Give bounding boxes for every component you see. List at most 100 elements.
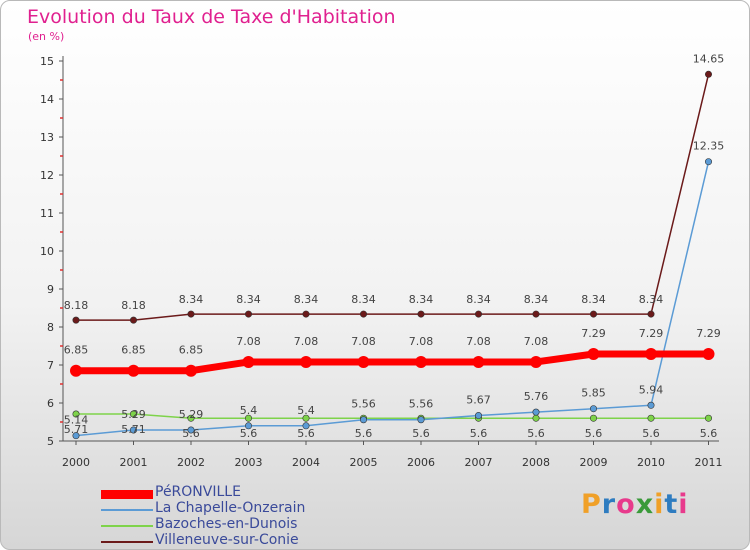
data-point	[245, 422, 253, 430]
logo-letter: i	[654, 489, 665, 520]
logo-letter: o	[616, 489, 636, 520]
data-point	[72, 316, 80, 324]
logo-letter: i	[678, 489, 689, 520]
data-label: 5.6	[470, 427, 488, 440]
legend-swatch	[101, 525, 153, 527]
x-tick-label: 2000	[62, 456, 90, 469]
data-label: 8.34	[409, 293, 434, 306]
y-tick-label: 10	[40, 245, 54, 258]
data-point	[302, 310, 310, 318]
x-tick-label: 2011	[695, 456, 723, 469]
data-label: 8.34	[639, 293, 664, 306]
data-point	[472, 355, 485, 368]
data-point	[359, 310, 367, 318]
data-point	[300, 355, 312, 368]
data-point	[187, 426, 195, 434]
y-tick-label: 13	[40, 131, 54, 144]
series-line-1	[75, 161, 710, 437]
data-label: 5.6	[182, 427, 200, 440]
y-tick-label: 7	[47, 359, 54, 372]
chart-unit: (en %)	[28, 30, 65, 43]
data-point	[647, 414, 655, 422]
data-point	[72, 410, 80, 418]
data-label: 7.08	[236, 335, 261, 348]
x-tick-label: 2008	[522, 456, 550, 469]
chart-title: Evolution du Taux de Taxe d'Habitation	[27, 6, 396, 28]
data-label: 5.6	[527, 427, 545, 440]
data-label: 5.76	[524, 390, 549, 403]
data-label: 5.71	[121, 423, 146, 436]
data-label: 5.14	[64, 414, 89, 427]
data-label: 7.29	[639, 327, 664, 340]
data-label: 7.08	[294, 335, 319, 348]
data-label: 8.34	[294, 293, 319, 306]
data-point	[530, 355, 542, 368]
data-point	[245, 310, 253, 318]
data-label: 7.08	[466, 335, 491, 348]
data-point	[704, 70, 712, 78]
y-tick-label: 15	[40, 55, 54, 68]
x-tick-label: 2006	[407, 456, 435, 469]
legend-swatch	[101, 541, 153, 543]
data-point	[302, 414, 310, 422]
data-point	[130, 426, 138, 434]
legend-label: Villeneuve-sur-Conie	[155, 532, 299, 548]
data-point	[589, 414, 597, 422]
data-label: 7.29	[581, 327, 606, 340]
legend-swatch	[101, 489, 153, 499]
data-point	[70, 364, 82, 377]
y-tick-label: 11	[40, 207, 54, 220]
series-line-3	[76, 74, 710, 321]
data-label: 6.85	[179, 344, 204, 357]
data-label: 8.34	[236, 293, 261, 306]
legend-label: La Chapelle-Onzerain	[155, 500, 306, 516]
data-point	[72, 432, 80, 440]
data-point	[532, 414, 540, 422]
y-tick-label: 8	[47, 321, 54, 334]
data-point	[474, 412, 482, 420]
data-label: 7.08	[409, 335, 434, 348]
data-label: 7.08	[351, 335, 376, 348]
x-tick-label: 2001	[120, 456, 148, 469]
data-label: 8.34	[524, 293, 549, 306]
data-label: 8.34	[581, 293, 606, 306]
data-label: 5.6	[700, 427, 718, 440]
y-tick-label: 5	[47, 435, 54, 448]
data-point	[589, 405, 597, 413]
y-tick-label: 6	[47, 397, 54, 410]
data-label: 6.85	[64, 344, 89, 357]
data-label: 8.18	[64, 299, 89, 312]
x-tick-label: 2005	[350, 456, 378, 469]
data-label: 5.56	[409, 398, 434, 411]
x-tick-label: 2003	[235, 456, 263, 469]
data-point	[357, 355, 370, 368]
data-label: 5.6	[412, 427, 430, 440]
logo-letter: t	[664, 489, 679, 520]
x-tick-label: 2002	[177, 456, 205, 469]
data-label: 5.6	[355, 427, 373, 440]
logo-letter: P	[581, 489, 602, 520]
y-tick-label: 14	[40, 93, 54, 106]
legend-swatch	[101, 509, 153, 511]
data-label: 5.6	[297, 427, 315, 440]
series-line-2	[76, 413, 709, 419]
data-point	[474, 310, 482, 318]
data-point	[589, 310, 597, 318]
data-label: 8.34	[351, 293, 376, 306]
x-tick-label: 2009	[580, 456, 608, 469]
data-label: 5.29	[121, 408, 146, 421]
data-label: 14.65	[693, 52, 725, 65]
data-label: 5.6	[585, 427, 603, 440]
data-point	[532, 408, 540, 416]
data-point	[532, 310, 540, 318]
data-point	[187, 310, 195, 318]
proxiti-logo: Proxiti	[581, 489, 689, 520]
data-point	[242, 355, 255, 368]
data-point	[359, 416, 367, 424]
data-point	[417, 416, 425, 424]
y-tick-label: 12	[40, 169, 54, 182]
data-label: 8.34	[466, 293, 491, 306]
data-label: 8.18	[121, 299, 146, 312]
data-label: 7.08	[524, 335, 549, 348]
y-tick-label: 9	[47, 283, 54, 296]
